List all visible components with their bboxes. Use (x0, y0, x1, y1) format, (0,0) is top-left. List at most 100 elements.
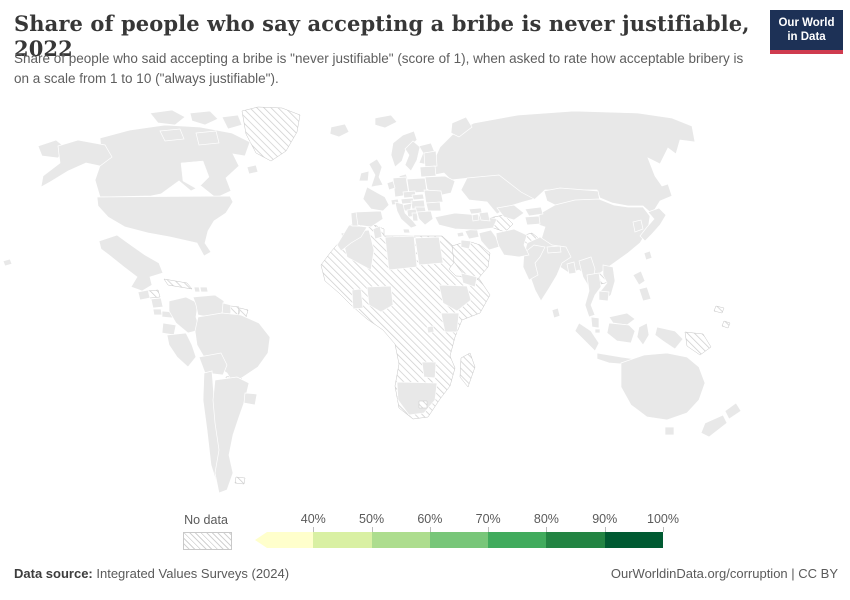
country-canada-arctic4[interactable] (159, 128, 185, 142)
country-romania[interactable] (423, 189, 444, 204)
country-dominican-republic[interactable] (199, 286, 209, 293)
region-arabia-nodata[interactable] (451, 240, 491, 281)
country-svalbard[interactable] (374, 114, 398, 129)
country-greece[interactable] (416, 210, 434, 226)
country-argentina[interactable] (212, 376, 250, 494)
region-madagascar[interactable] (459, 352, 476, 388)
country-iran[interactable] (495, 228, 530, 258)
country-new-zealand-south[interactable] (700, 414, 728, 438)
country-singapore[interactable] (594, 328, 601, 334)
country-italy[interactable] (394, 201, 418, 229)
country-ghana[interactable] (351, 288, 364, 310)
country-baltic-states[interactable] (423, 150, 438, 168)
country-malaysia-peninsula[interactable] (590, 316, 600, 329)
country-canada-arctic1[interactable] (149, 109, 186, 126)
country-tunisia[interactable] (372, 225, 383, 240)
country-russia-novaya-zemlya[interactable] (450, 116, 473, 138)
country-taiwan[interactable] (643, 250, 653, 261)
country-tajikistan[interactable] (524, 215, 541, 226)
country-azerbaijan[interactable] (478, 211, 491, 222)
country-egypt[interactable] (414, 236, 444, 266)
region-papua-new-guinea[interactable] (684, 331, 712, 356)
country-australia[interactable] (620, 352, 706, 421)
country-ecuador[interactable] (161, 322, 177, 336)
country-canada-arctic3[interactable] (221, 114, 243, 130)
country-new-zealand-north[interactable] (724, 402, 742, 420)
region-solomons[interactable] (713, 305, 725, 314)
country-uzbekistan[interactable] (496, 204, 525, 221)
country-libya[interactable] (384, 235, 418, 271)
country-kenya[interactable] (440, 312, 460, 333)
country-indonesia-kalimantan[interactable] (606, 322, 636, 344)
country-guatemala[interactable] (137, 289, 151, 301)
country-australia-tasmania[interactable] (664, 426, 675, 436)
country-jordan[interactable] (460, 239, 472, 250)
country-bulgaria[interactable] (425, 201, 442, 212)
country-zimbabwe[interactable] (421, 361, 437, 379)
region-vanuatu[interactable] (721, 320, 731, 329)
country-portugal[interactable] (350, 211, 359, 227)
country-iceland[interactable] (329, 123, 350, 138)
country-cyprus[interactable] (456, 231, 465, 238)
owid-logo[interactable]: Our World in Data (770, 10, 843, 54)
footer-link[interactable]: OurWorldinData.org/corruption | CC BY (610, 566, 838, 581)
region-lesotho[interactable] (418, 400, 428, 409)
country-italy-sicily[interactable] (402, 228, 411, 234)
region-falklands[interactable] (234, 476, 246, 485)
country-canada-arctic5[interactable] (195, 130, 220, 146)
legend-segment-80-90%[interactable] (546, 532, 605, 548)
country-cambodia[interactable] (598, 290, 610, 302)
legend-segment-90-100%[interactable] (604, 532, 663, 548)
country-slovakia[interactable] (411, 193, 425, 201)
country-sweden[interactable] (404, 140, 421, 172)
country-united-kingdom[interactable] (368, 158, 384, 188)
country-usa-alaska[interactable] (40, 139, 113, 188)
country-indonesia-sulawesi[interactable] (636, 322, 650, 346)
country-haiti[interactable] (193, 286, 201, 293)
country-japan[interactable] (639, 207, 667, 242)
legend-segment-50-60%[interactable] (371, 532, 430, 548)
country-yemen[interactable] (460, 272, 478, 288)
country-indonesia-papua[interactable] (654, 326, 684, 350)
no-data-swatch[interactable] (183, 532, 232, 550)
country-morocco[interactable] (336, 224, 368, 252)
country-peru[interactable] (166, 332, 197, 368)
country-france[interactable] (362, 186, 390, 212)
country-ireland[interactable] (358, 170, 370, 182)
country-philippines-mindanao[interactable] (638, 286, 652, 302)
country-albania[interactable] (411, 212, 419, 222)
country-armenia[interactable] (471, 213, 480, 222)
legend-segment-70-80%[interactable] (488, 532, 547, 548)
country-spain[interactable] (354, 210, 384, 228)
country-bangladesh[interactable] (566, 261, 577, 275)
legend-segment-60-70%[interactable] (429, 532, 489, 548)
country-belarus[interactable] (419, 165, 437, 178)
region-cuba[interactable] (163, 278, 193, 290)
country-usa-hawaii[interactable] (2, 258, 13, 267)
country-uruguay[interactable] (243, 392, 258, 406)
country-netherlands[interactable] (386, 180, 396, 191)
country-thailand[interactable] (584, 272, 602, 318)
country-nigeria[interactable] (366, 285, 394, 313)
legend-segment-<40%[interactable] (255, 532, 314, 548)
country-iraq[interactable] (478, 229, 500, 251)
country-costa-rica[interactable] (152, 308, 163, 316)
country-nepal[interactable] (546, 245, 562, 254)
country-mexico[interactable] (98, 234, 164, 292)
country-brazil[interactable] (194, 312, 271, 384)
country-philippines-luzon[interactable] (632, 270, 646, 286)
region-greenland[interactable] (241, 106, 301, 162)
country-bolivia[interactable] (198, 352, 228, 376)
country-south-korea[interactable] (632, 219, 644, 233)
country-indonesia-sumatra[interactable] (574, 322, 600, 352)
legend-segment-40-50%[interactable] (313, 532, 372, 548)
country-nicaragua[interactable] (150, 297, 164, 309)
country-canada-newfoundland[interactable] (246, 164, 259, 175)
country-rwanda[interactable] (426, 325, 435, 334)
country-canada-arctic2[interactable] (189, 110, 219, 126)
country-sri-lanka[interactable] (551, 307, 561, 319)
country-kyrgyzstan[interactable] (524, 206, 544, 217)
country-usa[interactable] (96, 195, 234, 257)
country-ethiopia[interactable] (438, 284, 472, 312)
country-malaysia-borneo[interactable] (608, 312, 636, 326)
